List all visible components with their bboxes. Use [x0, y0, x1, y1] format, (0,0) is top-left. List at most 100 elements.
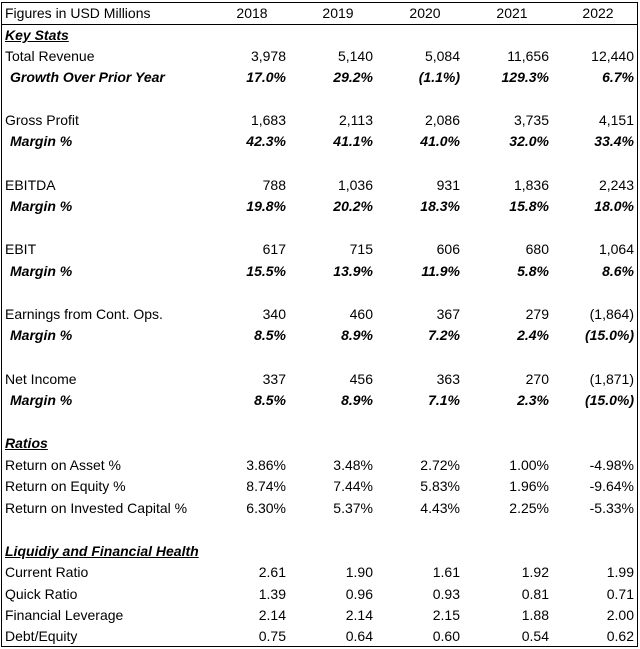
row-label: Return on Asset % — [5, 457, 121, 473]
table-cell: 6.7% — [602, 69, 634, 85]
table-cell: 15.8% — [509, 198, 549, 214]
row-label: Margin % — [10, 263, 73, 279]
row-label: Gross Profit — [5, 112, 79, 128]
table-row: Margin % 15.5% 13.9% 11.9% 5.8% 8.6% — [2, 261, 637, 282]
table-row: EBIT 617 715 606 680 1,064 — [2, 239, 637, 260]
table-cell: (15.0%) — [584, 327, 634, 343]
section-liquidity: Liquidiy and Financial Health — [5, 543, 199, 559]
table-cell: 6.30% — [246, 500, 286, 516]
table-cell: 2,086 — [424, 112, 460, 128]
row-label: Earnings from Cont. Ops. — [5, 306, 163, 322]
table-cell: 2.3% — [517, 392, 549, 408]
table-row: Margin % 8.5% 8.9% 7.1% 2.3% (15.0%) — [2, 390, 637, 411]
year-header: 2021 — [496, 5, 528, 21]
row-label: EBITDA — [5, 177, 56, 193]
table-cell: 3.86% — [246, 457, 286, 473]
row-label: Return on Equity % — [5, 478, 126, 494]
table-cell: 12,440 — [591, 48, 634, 64]
table-cell: 8.6% — [602, 263, 634, 279]
table-cell: 279 — [525, 306, 549, 322]
table-cell: 2,113 — [339, 112, 373, 128]
table-row: Net Income 337 456 363 270 (1,871) — [2, 369, 637, 390]
table-row: Margin % 42.3% 41.1% 41.0% 32.0% 33.4% — [2, 131, 637, 152]
table-title: Figures in USD Millions — [5, 5, 151, 21]
table-cell: 3,978 — [250, 48, 286, 64]
row-label: Net Income — [5, 371, 77, 387]
table-cell: 18.3% — [420, 198, 460, 214]
year-header: 2020 — [409, 5, 441, 21]
table-row: Debt/Equity 0.75 0.64 0.60 0.54 0.62 — [2, 626, 637, 647]
table-cell: 2.4% — [517, 327, 549, 343]
row-label: Return on Invested Capital % — [5, 500, 188, 516]
table-cell: 0.60 — [432, 628, 460, 644]
row-label: Growth Over Prior Year — [10, 69, 165, 85]
table-cell: 1.00% — [509, 457, 549, 473]
table-cell: 19.8% — [246, 198, 286, 214]
table-cell: 7.2% — [428, 327, 460, 343]
year-header: 2018 — [236, 5, 268, 21]
table-cell: (1,871) — [589, 371, 634, 387]
table-cell: 11.9% — [421, 263, 460, 279]
table-row: Gross Profit 1,683 2,113 2,086 3,735 4,1… — [2, 110, 637, 131]
table-cell: -9.64% — [589, 478, 634, 494]
table-row: Financial Leverage 2.14 2.14 2.15 1.88 2… — [2, 605, 637, 626]
row-label: Margin % — [10, 198, 73, 214]
table-cell: 0.75 — [258, 628, 286, 644]
year-header: 2019 — [322, 5, 354, 21]
year-header: 2022 — [582, 5, 614, 21]
table-cell: 8.9% — [341, 327, 373, 343]
table-row: EBITDA 788 1,036 931 1,836 2,243 — [2, 175, 637, 196]
header-row: Figures in USD Millions 2018 2019 2020 2… — [2, 3, 637, 25]
table-cell: 42.3% — [246, 133, 286, 149]
table-cell: 2.14 — [258, 607, 286, 623]
table-row: Margin % 19.8% 20.2% 18.3% 15.8% 18.0% — [2, 196, 637, 217]
table-cell: 8.5% — [254, 392, 286, 408]
table-cell: (15.0%) — [584, 392, 634, 408]
row-label: Margin % — [10, 327, 73, 343]
table-cell: 363 — [436, 371, 460, 387]
row-label: EBIT — [5, 241, 37, 257]
table-cell: 1.88 — [521, 607, 549, 623]
table-cell: 2.61 — [258, 564, 286, 580]
table-cell: 1.90 — [345, 564, 373, 580]
table-cell: 2.72% — [420, 457, 460, 473]
table-cell: 2.25% — [509, 500, 549, 516]
table-row: Earnings from Cont. Ops. 340 460 367 279… — [2, 304, 637, 325]
table-cell: 5,084 — [424, 48, 460, 64]
table-cell: 129.3% — [501, 69, 549, 85]
table-cell: 1.92 — [521, 564, 549, 580]
table-cell: 460 — [349, 306, 373, 322]
table-row: Total Revenue 3,978 5,140 5,084 11,656 1… — [2, 46, 637, 67]
table-cell: 3,735 — [513, 112, 549, 128]
row-label: Financial Leverage — [5, 607, 124, 623]
section-key-stats: Key Stats — [5, 27, 69, 43]
table-cell: 20.2% — [333, 198, 373, 214]
table-cell: 1,683 — [250, 112, 286, 128]
table-cell: 1,064 — [598, 241, 634, 257]
table-cell: 5.8% — [517, 263, 549, 279]
table-cell: 5.37% — [333, 500, 373, 516]
table-cell: (1.1%) — [418, 69, 460, 85]
table-cell: 33.4% — [594, 133, 634, 149]
table-cell: 29.2% — [333, 69, 373, 85]
table-cell: 8.9% — [341, 392, 373, 408]
row-label: Current Ratio — [5, 564, 89, 580]
table-cell: 32.0% — [509, 133, 549, 149]
table-cell: 680 — [525, 241, 549, 257]
table-cell: 0.81 — [521, 586, 549, 602]
table-row: Return on Asset % 3.86% 3.48% 2.72% 1.00… — [2, 455, 637, 476]
table-cell: 1,836 — [513, 177, 549, 193]
section-row: Key Stats — [2, 25, 637, 46]
table-row: Return on Invested Capital % 6.30% 5.37%… — [2, 498, 637, 519]
table-row: Margin % 8.5% 8.9% 7.2% 2.4% (15.0%) — [2, 325, 637, 346]
table-cell: 4.43% — [420, 500, 460, 516]
table-cell: 1.61 — [432, 564, 460, 580]
section-row: Ratios — [2, 433, 637, 454]
table-cell: 2.00 — [606, 607, 634, 623]
row-label: Margin % — [10, 392, 73, 408]
row-label: Margin % — [10, 133, 73, 149]
table-cell: 337 — [262, 371, 286, 387]
table-cell: 17.0% — [246, 69, 286, 85]
table-cell: 788 — [262, 177, 286, 193]
section-ratios: Ratios — [5, 435, 48, 451]
